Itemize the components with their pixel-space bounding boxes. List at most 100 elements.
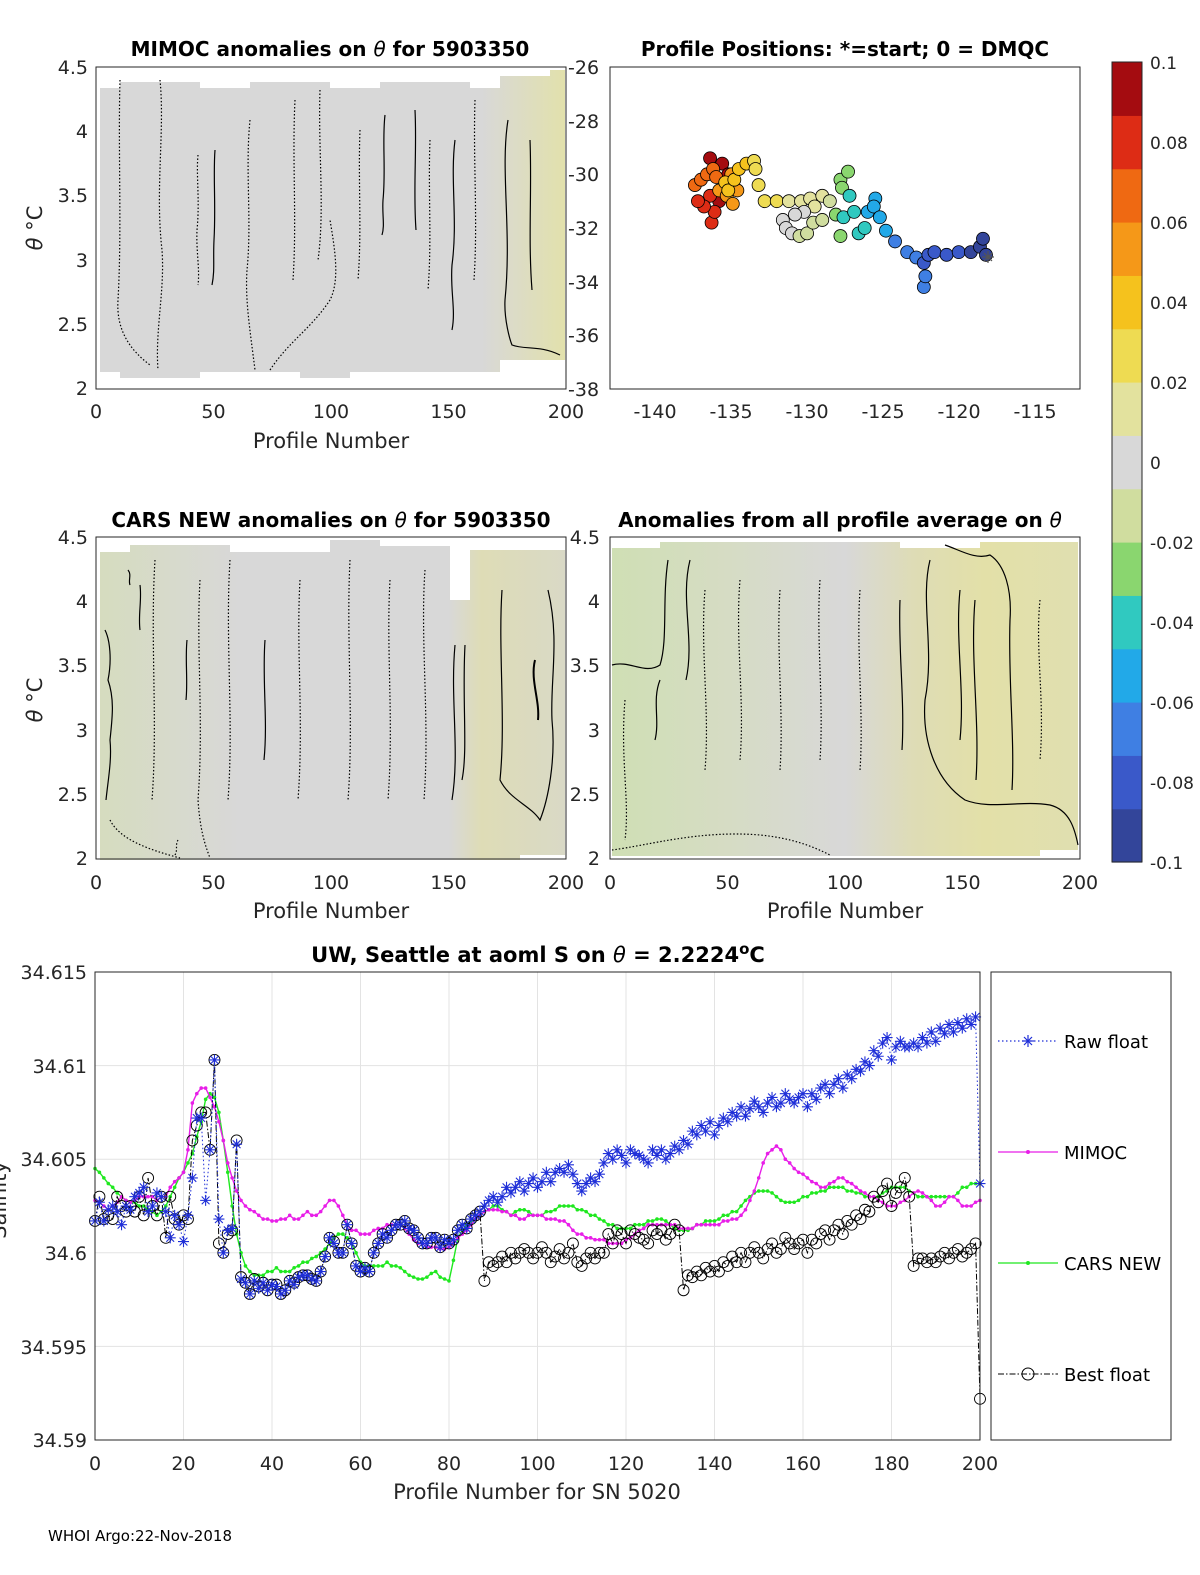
colorbar-cell	[1112, 328, 1142, 383]
data-point	[602, 1148, 614, 1160]
colorbar-cell	[1112, 648, 1142, 703]
data-point	[641, 1226, 646, 1231]
data-point	[323, 1247, 327, 1251]
data-point	[703, 1222, 708, 1227]
data-point	[155, 1213, 159, 1218]
tick-label: -130	[785, 401, 828, 423]
data-point	[628, 1228, 641, 1241]
colorbar-cell	[1112, 382, 1142, 436]
data-point	[801, 1194, 805, 1199]
data-point	[182, 1209, 194, 1221]
data-point	[709, 1129, 720, 1141]
data-point	[482, 1256, 495, 1269]
data-point	[571, 1204, 575, 1208]
data-point	[513, 1246, 526, 1259]
tick-label: 4.5	[58, 527, 88, 549]
position-marker	[866, 199, 881, 214]
legend-entry-raw-float: Raw float	[998, 1032, 1148, 1053]
data-point	[332, 1198, 336, 1203]
data-point	[832, 1185, 836, 1190]
legend-label: Raw float	[1064, 1032, 1148, 1053]
data-point	[128, 1205, 141, 1218]
data-point	[912, 1252, 924, 1265]
tick-label: 0	[604, 872, 616, 894]
tick-label: 3	[76, 250, 88, 272]
data-point	[394, 1264, 398, 1268]
data-point	[544, 1217, 549, 1221]
data-point	[929, 1194, 934, 1199]
data-point	[725, 1213, 730, 1218]
data-point	[624, 1144, 636, 1156]
position-markers	[688, 151, 993, 294]
data-point	[341, 1232, 345, 1236]
data-point	[956, 1250, 969, 1263]
data-point	[823, 1185, 827, 1190]
data-point	[783, 1200, 788, 1205]
data-point	[262, 1284, 274, 1296]
salinity-panel-title: UW, Seattle at aoml S on θ = 2.2224oC	[311, 940, 765, 967]
data-point	[416, 1277, 420, 1281]
data-point	[287, 1269, 292, 1274]
tick-label: 34.605	[21, 1149, 87, 1171]
data-point	[478, 1200, 490, 1212]
data-point	[363, 1232, 367, 1236]
data-point	[793, 1091, 805, 1103]
data-point	[554, 1163, 566, 1175]
position-marker	[872, 210, 887, 225]
data-point	[933, 1204, 938, 1208]
tick-label: 0	[90, 872, 102, 894]
data-point	[855, 1065, 867, 1077]
data-point	[274, 1219, 279, 1223]
data-point	[908, 1037, 920, 1049]
tick-label: 200	[548, 401, 584, 423]
data-point	[284, 1275, 296, 1287]
data-point	[708, 1222, 712, 1227]
data-point	[770, 1191, 774, 1195]
data-point	[420, 1277, 425, 1281]
all-y-ticks: 2 2.5 3 3.5 4 4.5	[570, 527, 600, 870]
data-point	[433, 1269, 438, 1274]
data-point	[717, 1256, 730, 1269]
tick-label: -125	[861, 401, 904, 423]
data-point	[859, 1056, 871, 1068]
data-point	[655, 1217, 659, 1221]
data-point	[756, 1176, 761, 1180]
data-point	[137, 1209, 150, 1222]
data-point	[925, 1194, 929, 1199]
colorbar-cells	[1112, 62, 1142, 863]
data-point	[239, 1198, 243, 1203]
data-point	[523, 1178, 535, 1190]
point-icon	[1026, 1150, 1030, 1154]
tick-label: 160	[785, 1453, 821, 1475]
data-point	[514, 1176, 526, 1188]
data-point	[217, 1110, 221, 1115]
data-point	[203, 1086, 208, 1090]
data-point	[306, 1273, 318, 1285]
data-point	[585, 1172, 597, 1184]
data-point	[483, 1194, 495, 1206]
data-point	[920, 1256, 933, 1269]
data-point	[243, 1264, 248, 1268]
data-point	[903, 1041, 915, 1053]
data-point	[283, 1269, 288, 1274]
data-point	[115, 1191, 119, 1195]
data-point	[474, 1206, 486, 1218]
data-point	[863, 1191, 867, 1195]
data-point	[616, 1149, 628, 1161]
data-point	[252, 1209, 257, 1214]
tick-label: 4	[588, 591, 600, 613]
data-point	[836, 1228, 849, 1241]
data-point	[403, 1222, 415, 1234]
data-point	[942, 1194, 947, 1199]
data-point	[545, 1176, 557, 1188]
data-point	[756, 1189, 761, 1193]
data-point	[823, 1189, 827, 1193]
positions-panel-title: Profile Positions: *=start; 0 = DMQC	[641, 37, 1049, 61]
data-point	[761, 1189, 765, 1193]
tick-label: -26	[568, 57, 599, 79]
data-point	[916, 1189, 920, 1193]
colorbar-cell	[1112, 115, 1142, 170]
tick-label: 4	[76, 591, 88, 613]
data-point	[531, 1213, 535, 1218]
data-point	[877, 1037, 889, 1049]
